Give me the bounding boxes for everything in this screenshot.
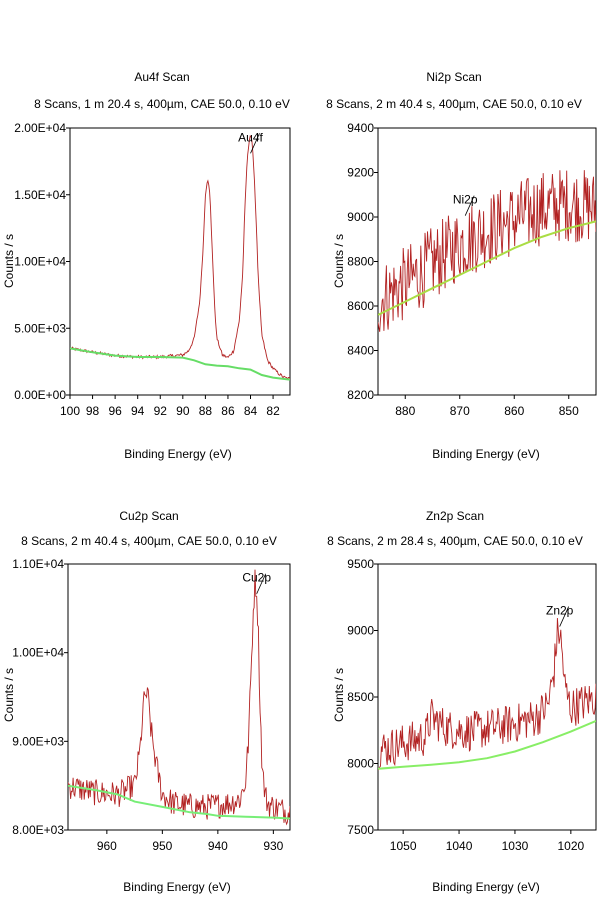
y-tick-label: 9200 (347, 166, 374, 180)
chart-subtitle: 8 Scans, 1 m 20.4 s, 400µm, CAE 50.0, 0.… (34, 97, 290, 111)
x-tick-label: 100 (60, 404, 80, 418)
y-tick-label: 5.00E+03 (14, 321, 66, 335)
x-tick-label: 870 (450, 404, 470, 418)
plot-frame (67, 563, 291, 831)
peak-label: Zn2p (546, 604, 574, 618)
x-tick-label: 84 (244, 404, 258, 418)
y-axis-label: Counts / s (332, 234, 346, 288)
chart-title: Ni2p Scan (426, 70, 481, 84)
peak-leader-line (464, 195, 475, 216)
chart-panel-au4f: Au4f Scan 8 Scans, 1 m 20.4 s, 400µm, CA… (2, 70, 291, 461)
x-tick-label: 850 (559, 404, 579, 418)
x-tick-label: 950 (152, 839, 172, 853)
x-tick-label: 860 (504, 404, 524, 418)
x-tick-label: 1050 (390, 839, 417, 853)
y-axis-label: Counts / s (2, 234, 16, 288)
spectrum-series-line (378, 170, 596, 332)
chart-panel-ni2p: Ni2p Scan 8 Scans, 2 m 40.4 s, 400µm, CA… (326, 70, 597, 461)
x-tick-label: 96 (108, 404, 122, 418)
chart-subtitle: 8 Scans, 2 m 40.4 s, 400µm, CAE 50.0, 0.… (326, 97, 582, 111)
peak-label: Au4f (238, 130, 263, 144)
chart-panel-cu2p: Cu2p Scan 8 Scans, 2 m 40.4 s, 400µm, CA… (2, 509, 291, 894)
chart-subtitle: 8 Scans, 2 m 28.4 s, 400µm, CAE 50.0, 0.… (327, 534, 583, 548)
y-tick-label: 8500 (347, 690, 374, 704)
x-axis-label: Binding Energy (eV) (123, 880, 230, 894)
x-axis-label: Binding Energy (eV) (432, 880, 539, 894)
y-tick-label: 9000 (347, 624, 374, 638)
x-tick-label: 86 (221, 404, 235, 418)
x-tick-label: 88 (199, 404, 213, 418)
chart-title: Au4f Scan (134, 70, 189, 84)
y-tick-label: 8800 (347, 255, 374, 269)
y-tick-label: 8000 (347, 757, 374, 771)
y-axis-label: Counts / s (2, 668, 16, 722)
x-tick-label: 92 (154, 404, 168, 418)
y-tick-label: 7500 (347, 823, 374, 837)
spectrum-series-line (68, 569, 290, 826)
chart-title: Cu2p Scan (119, 509, 178, 523)
spectrum-series-line (378, 617, 596, 771)
peak-label: Ni2p (453, 193, 478, 207)
x-tick-label: 1020 (557, 839, 584, 853)
peak-leader-line (256, 573, 267, 594)
y-tick-label: 9.00E+03 (12, 734, 64, 748)
y-tick-label: 1.10E+04 (12, 557, 64, 571)
x-tick-label: 98 (86, 404, 100, 418)
chart-title: Zn2p Scan (426, 509, 484, 523)
y-tick-label: 1.00E+04 (12, 646, 64, 660)
x-tick-label: 940 (208, 839, 228, 853)
x-axis-label: Binding Energy (eV) (124, 447, 231, 461)
x-tick-label: 90 (176, 404, 190, 418)
y-tick-label: 9500 (347, 557, 374, 571)
x-tick-label: 94 (131, 404, 145, 418)
spectrum-series-line (70, 135, 290, 381)
x-tick-label: 880 (395, 404, 415, 418)
background-series-line (70, 347, 290, 381)
y-tick-label: 8400 (347, 344, 374, 358)
y-tick-label: 8.00E+03 (12, 823, 64, 837)
chart-panel-zn2p: Zn2p Scan 8 Scans, 2 m 28.4 s, 400µm, CA… (327, 509, 597, 894)
y-tick-label: 1.50E+04 (14, 188, 66, 202)
y-axis-label: Counts / s (332, 668, 346, 722)
x-tick-label: 1040 (446, 839, 473, 853)
background-series-line (68, 784, 290, 820)
background-series-line (378, 719, 596, 770)
x-tick-label: 930 (263, 839, 283, 853)
x-axis-label: Binding Energy (eV) (432, 447, 539, 461)
peak-label: Cu2p (242, 571, 271, 585)
y-tick-label: 0.00E+00 (14, 388, 66, 402)
y-tick-label: 9000 (347, 210, 374, 224)
background-series-line (378, 220, 596, 316)
y-tick-label: 8600 (347, 299, 374, 313)
chart-subtitle: 8 Scans, 2 m 40.4 s, 400µm, CAE 50.0, 0.… (21, 534, 277, 548)
y-tick-label: 8200 (347, 388, 374, 402)
x-tick-label: 82 (266, 404, 280, 418)
peak-leader-line (250, 133, 260, 154)
y-tick-label: 1.00E+04 (14, 255, 66, 269)
y-tick-label: 9400 (347, 121, 374, 135)
x-tick-label: 960 (97, 839, 117, 853)
peak-leader-line (559, 606, 570, 627)
y-tick-label: 2.00E+04 (14, 121, 66, 135)
x-tick-label: 1030 (502, 839, 529, 853)
